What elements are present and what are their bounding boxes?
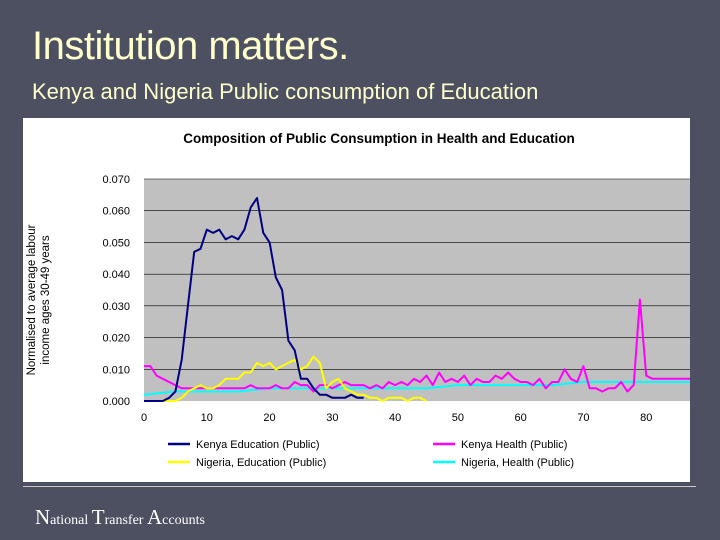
y-tick-label: 0.020: [102, 333, 130, 345]
legend-label: Nigeria, Education (Public): [196, 457, 326, 469]
x-tick-label: 60: [515, 412, 527, 424]
slide-title: Institution matters.: [32, 24, 349, 68]
legend-label: Nigeria, Health (Public): [461, 457, 574, 469]
plot-area: [144, 179, 690, 401]
y-tick-label: 0.040: [102, 269, 130, 281]
footer-word: Transfer: [91, 505, 144, 529]
footer-divider: [23, 486, 696, 487]
y-tick-label: 0.000: [102, 396, 130, 408]
y-tick-label: 0.050: [102, 237, 130, 249]
series-line: [144, 197, 364, 402]
y-axis-label-line: income ages 30-49 years: [40, 235, 52, 364]
y-tick-label: 0.030: [102, 301, 130, 313]
x-tick-label: 40: [389, 412, 401, 424]
y-tick-label: 0.070: [102, 174, 130, 186]
chart-legend: Kenya Education (Public) Kenya Health (Pu…: [168, 439, 574, 469]
x-tick-label: 30: [326, 412, 338, 424]
series-line: [144, 298, 690, 393]
legend-label: Kenya Health (Public): [461, 439, 567, 451]
series-line: [143, 381, 690, 396]
footer-word: Accounts: [146, 505, 205, 529]
chart-svg: Composition of Public Consumption in Hea…: [26, 131, 690, 469]
y-tick-label: 0.060: [102, 206, 130, 218]
series-line: [144, 355, 427, 402]
y-axis-ticks: 0.000 0.010 0.020 0.030 0.040 0.050 0.060 0.070: [102, 174, 130, 408]
x-tick-label: 50: [452, 412, 464, 424]
slide-subtitle: Kenya and Nigeria Public consumption of …: [32, 79, 539, 104]
chart-panel: Composition of Public Consumption in Hea…: [23, 118, 690, 482]
series-lines: [143, 197, 690, 402]
x-axis-ticks: 0102030405060708090+: [141, 412, 652, 424]
y-axis-label: Normalised to average labour income ages …: [26, 224, 52, 375]
footer-word: National: [35, 505, 89, 529]
x-tick-label: 0: [141, 412, 147, 424]
grid-lines: [144, 178, 690, 370]
x-tick-label: 70: [577, 412, 589, 424]
x-tick-label: 20: [263, 412, 275, 424]
y-axis-label-line: Normalised to average labour: [26, 224, 38, 375]
legend-label: Kenya Education (Public): [196, 439, 320, 451]
chart-title: Composition of Public Consumption in Hea…: [183, 131, 575, 146]
x-tick-label: 80: [640, 412, 652, 424]
y-tick-label: 0.010: [102, 364, 130, 376]
footer-brand: National Transfer Accounts: [35, 505, 205, 530]
x-tick-label: 10: [201, 412, 213, 424]
